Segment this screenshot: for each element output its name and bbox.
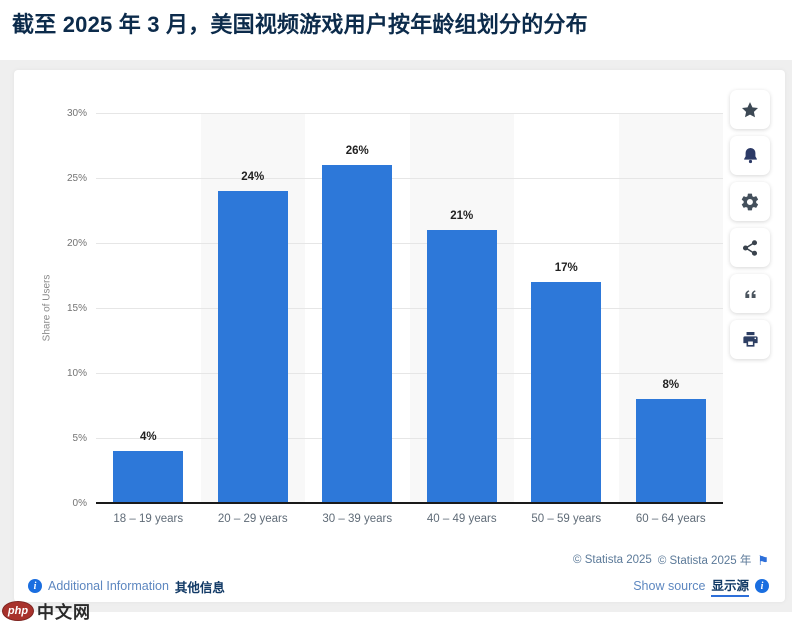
info-icon[interactable]: i bbox=[755, 579, 769, 593]
gridline bbox=[96, 113, 723, 114]
y-axis-tick-label: 30% bbox=[66, 108, 87, 119]
gridline bbox=[96, 178, 723, 179]
x-axis-category-label: 20 – 29 years bbox=[217, 513, 288, 525]
bar-40 – 49 years[interactable] bbox=[426, 230, 497, 503]
printer-icon bbox=[741, 330, 760, 349]
x-axis-category-label: 18 – 19 years bbox=[113, 513, 184, 525]
y-axis-title: Share of Users bbox=[41, 274, 53, 342]
site-name: 中文网 bbox=[37, 603, 91, 622]
cite-button[interactable] bbox=[730, 274, 770, 313]
copyright-zh: © Statista 2025 年 bbox=[657, 555, 752, 567]
x-axis-category-label: 60 – 64 years bbox=[635, 513, 706, 525]
gridline bbox=[96, 438, 723, 439]
share-icon bbox=[741, 239, 759, 257]
y-axis-tick-label: 5% bbox=[72, 433, 87, 444]
y-axis-tick-label: 25% bbox=[66, 173, 87, 184]
bar-18 – 19 years[interactable] bbox=[113, 451, 184, 503]
bell-icon bbox=[741, 146, 760, 165]
y-axis-tick-label: 15% bbox=[66, 303, 87, 314]
flag-icon[interactable]: ⚑ bbox=[757, 552, 769, 568]
show-source: Show source 显示源 i bbox=[633, 575, 769, 597]
widget-footer: i Additional Information 其他信息 Show sourc… bbox=[28, 575, 769, 597]
show-source-zh[interactable]: 显示源 bbox=[711, 575, 749, 597]
bar-20 – 29 years[interactable] bbox=[217, 191, 288, 503]
x-axis-category-label: 50 – 59 years bbox=[531, 513, 602, 525]
gridline bbox=[96, 308, 723, 309]
bar-30 – 39 years[interactable] bbox=[322, 165, 393, 503]
additional-information-zh[interactable]: 其他信息 bbox=[174, 580, 225, 595]
additional-information-link[interactable]: Additional Information bbox=[48, 579, 169, 593]
bar-50 – 59 years[interactable] bbox=[531, 282, 602, 503]
gridline bbox=[96, 373, 723, 374]
bar-value-label: 8% bbox=[662, 379, 680, 391]
chart-toolbar bbox=[730, 90, 770, 366]
alert-button[interactable] bbox=[730, 136, 770, 175]
y-axis-tick-label: 0% bbox=[72, 498, 87, 509]
additional-information: i Additional Information 其他信息 bbox=[28, 577, 225, 596]
bar-value-label: 17% bbox=[554, 262, 578, 274]
star-icon bbox=[740, 100, 760, 120]
gridline bbox=[96, 243, 723, 244]
gear-icon bbox=[740, 192, 760, 212]
favorite-button[interactable] bbox=[730, 90, 770, 129]
x-axis-category-label: 40 – 49 years bbox=[426, 513, 497, 525]
x-axis-line bbox=[96, 502, 723, 504]
chart-card: 0% 5% 10% 15% 20% 25% 30% 4% 18 – 19 years 24% 20 … bbox=[14, 70, 785, 602]
bar-value-label: 24% bbox=[241, 171, 265, 183]
settings-button[interactable] bbox=[730, 182, 770, 221]
print-button[interactable] bbox=[730, 320, 770, 359]
y-axis-tick-label: 20% bbox=[66, 238, 87, 249]
x-axis-category-label: 30 – 39 years bbox=[322, 513, 393, 525]
site-watermark: php 中文网 bbox=[2, 598, 91, 623]
y-axis-tick-label: 10% bbox=[66, 368, 87, 379]
bar-chart: 0% 5% 10% 15% 20% 25% 30% 4% 18 – 19 years 24% 20 … bbox=[14, 70, 785, 602]
bar-value-label: 21% bbox=[450, 210, 474, 222]
page-title: 截至 2025 年 3 月，美国视频游戏用户按年龄组划分的分布 bbox=[12, 12, 588, 37]
show-source-link[interactable]: Show source bbox=[633, 579, 706, 593]
quote-icon bbox=[741, 285, 759, 303]
info-icon[interactable]: i bbox=[28, 579, 42, 593]
php-logo-icon: php bbox=[2, 600, 34, 621]
bar-60 – 64 years[interactable] bbox=[635, 399, 706, 503]
bar-value-label: 26% bbox=[345, 145, 369, 157]
copyright-en: © Statista 2025 bbox=[573, 554, 652, 566]
copyright: © Statista 2025 © Statista 2025 年 ⚑ bbox=[573, 552, 769, 568]
share-button[interactable] bbox=[730, 228, 770, 267]
bar-value-label: 4% bbox=[139, 431, 157, 443]
